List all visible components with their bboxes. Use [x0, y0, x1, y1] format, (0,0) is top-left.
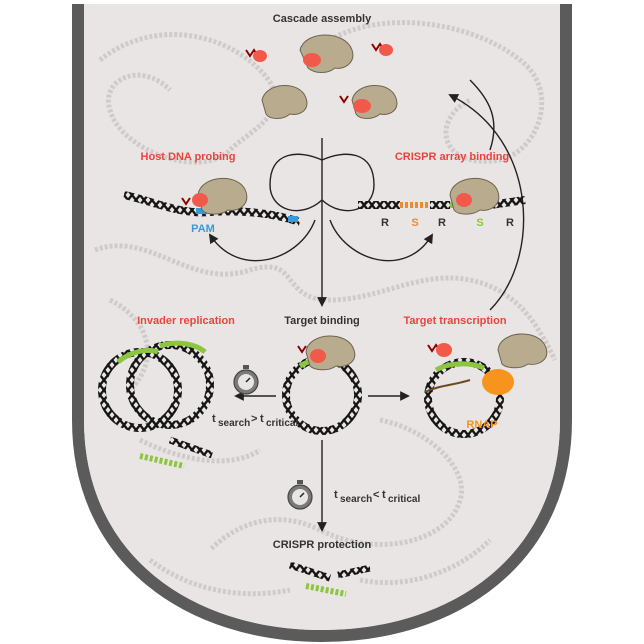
- array-letter-s2: S: [476, 217, 483, 229]
- t-critical-symbol: t: [260, 413, 264, 425]
- t-critical-subscript: critical: [266, 418, 298, 429]
- array-letter-r1: R: [381, 217, 389, 229]
- cascade-complex-icon: [449, 178, 500, 215]
- invader-spacer-right: [159, 340, 207, 355]
- array-letters: R S R S R: [381, 217, 514, 229]
- t-critical-symbol: t: [382, 489, 386, 501]
- crrna-icon: [371, 42, 393, 56]
- array-letter-r3: R: [506, 217, 514, 229]
- released-dna-green: [139, 453, 185, 469]
- array-letter-s1: S: [411, 217, 418, 229]
- cascade-complex-icon: [299, 34, 354, 73]
- released-dna-black: [168, 436, 214, 459]
- transcript: [424, 379, 471, 393]
- invader-replication-label: Invader replication: [137, 315, 235, 327]
- flow-arrow-probing-loop: [269, 153, 323, 212]
- target-binding-label: Target binding: [284, 315, 360, 327]
- t-search-symbol: t: [334, 489, 338, 501]
- t-search-subscript: search: [340, 494, 372, 505]
- cascade-complex-icon: [181, 178, 248, 215]
- cascade-complex-icon: [261, 85, 308, 119]
- stopwatch-icon: [233, 365, 259, 395]
- crrna-icon: [427, 343, 452, 357]
- less-than-sign: <: [373, 489, 379, 501]
- cascade-complex-icon: [351, 85, 398, 119]
- crrna-icon: [245, 48, 267, 62]
- flow-arrow-recycle-top: [469, 79, 495, 151]
- rnap-label: RNAP: [466, 419, 497, 431]
- t-search-symbol: t: [212, 413, 216, 425]
- cascade-assembly-label: Cascade assembly: [273, 13, 372, 25]
- invader-spacer-left: [116, 347, 159, 364]
- time-condition-less: t search < t critical: [334, 489, 420, 505]
- pam-site: [196, 208, 206, 214]
- greater-than-sign: >: [251, 413, 257, 425]
- stopwatch-icon: [287, 480, 313, 510]
- flow-arrow-array-loop: [321, 153, 375, 212]
- crrna-icon: [339, 95, 349, 104]
- host-dna-probing-label: Host DNA probing: [141, 151, 236, 163]
- time-condition-greater: t search > t critical: [212, 413, 298, 429]
- array-letter-r2: R: [438, 217, 446, 229]
- flow-arrow-return-left: [208, 219, 316, 262]
- transcribed-spacer: [434, 361, 485, 373]
- target-transcription-label: Target transcription: [403, 315, 506, 327]
- rnap-icon: [482, 369, 514, 395]
- cascade-complex-icon: [497, 333, 548, 369]
- pam-label: PAM: [191, 223, 215, 235]
- cell-wall: [72, 4, 572, 643]
- background-genome: [94, 20, 558, 597]
- degraded-dna-black: [288, 561, 332, 582]
- degraded-dna-green: [305, 583, 347, 597]
- flow-arrow-return-right: [329, 219, 434, 262]
- pam-site-right: [288, 216, 298, 222]
- t-search-subscript: search: [218, 418, 250, 429]
- crispr-protection-label: CRISPR protection: [273, 539, 372, 551]
- t-critical-subscript: critical: [388, 494, 420, 505]
- crispr-array-binding-label: CRISPR array binding: [395, 151, 509, 163]
- cascade-complex-icon: [297, 335, 356, 371]
- degraded-dna-black-2: [337, 564, 371, 579]
- cell-interior: [84, 4, 560, 630]
